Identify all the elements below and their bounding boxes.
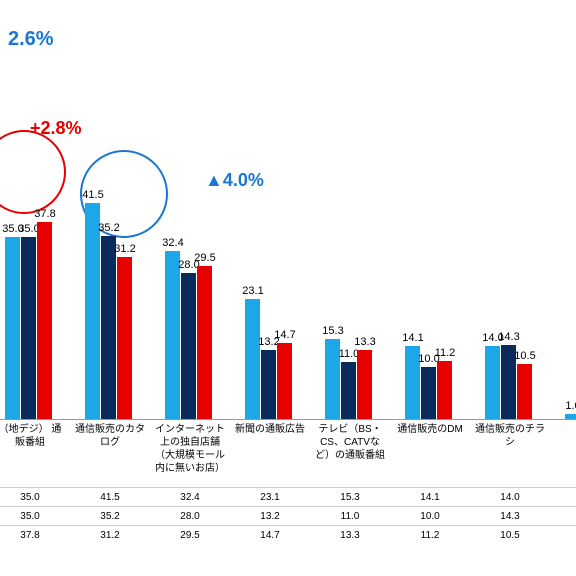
bar-value: 31.2 bbox=[114, 243, 136, 255]
table-cell: 14.1 bbox=[395, 488, 465, 506]
bar-value: 23.1 bbox=[242, 285, 264, 297]
table-cell: 11.0 bbox=[315, 507, 385, 525]
bar: 13.3 bbox=[357, 350, 372, 419]
table-row: 35.0 35.2 28.0 13.2 11.0 10.0 14.3 bbox=[0, 506, 576, 525]
bar: 41.5 bbox=[85, 203, 100, 419]
bar-value: 41.5 bbox=[82, 189, 104, 201]
table-cell: 14.7 bbox=[235, 526, 305, 544]
bar: 1.0 bbox=[565, 414, 576, 419]
bar-value: 35.2 bbox=[98, 222, 120, 234]
category-label: 通信販売のカタログ bbox=[75, 423, 145, 449]
category-label: （地デジ） 通販番組 bbox=[0, 423, 65, 449]
table-row: 35.0 41.5 32.4 23.1 15.3 14.1 14.0 bbox=[0, 487, 576, 506]
category-label: 雑 bbox=[555, 423, 576, 436]
table-cell: 37.8 bbox=[0, 526, 65, 544]
category-label: インターネット上の独自店舗（大規模モール内に無いお店） bbox=[155, 423, 225, 475]
bar-value: 10.5 bbox=[514, 350, 536, 362]
table-cell: 41.5 bbox=[75, 488, 145, 506]
data-table: 35.0 41.5 32.4 23.1 15.3 14.1 14.0 35.0 35.2 28.0… bbox=[0, 487, 576, 544]
bar-value: 14.1 bbox=[402, 332, 424, 344]
top-percent: 2.6% bbox=[8, 28, 54, 51]
category-label: 新聞の通販広告 bbox=[235, 423, 305, 436]
table-cell: 14.3 bbox=[475, 507, 545, 525]
table-cell: 31.2 bbox=[75, 526, 145, 544]
table-row: 37.8 31.2 29.5 14.7 13.3 11.2 10.5 bbox=[0, 525, 576, 544]
bar: 14.7 bbox=[277, 343, 292, 419]
table-cell: 14.0 bbox=[475, 488, 545, 506]
bar-value: 15.3 bbox=[322, 325, 344, 337]
bar: 29.5 bbox=[197, 266, 212, 419]
bar: 10.0 bbox=[421, 367, 436, 419]
table-cell: 10.5 bbox=[475, 526, 545, 544]
table-cell: 10.0 bbox=[395, 507, 465, 525]
bar: 23.1 bbox=[245, 299, 260, 419]
bar: 35.0 bbox=[21, 237, 36, 419]
bar: 11.0 bbox=[341, 362, 356, 419]
table-cell: 28.0 bbox=[155, 507, 225, 525]
table-cell: 13.3 bbox=[315, 526, 385, 544]
bar-value: 11.2 bbox=[434, 347, 456, 359]
table-cell: 29.5 bbox=[155, 526, 225, 544]
bar: 35.2 bbox=[101, 236, 116, 419]
category-label: テレビ（BS・CS、CATVなど）の通販番組 bbox=[315, 423, 385, 462]
table-cell: 35.2 bbox=[75, 507, 145, 525]
bar: 13.2 bbox=[261, 350, 276, 419]
table-cell: 35.0 bbox=[0, 488, 65, 506]
bar-value: 1.0 bbox=[562, 400, 576, 412]
bar: 37.8 bbox=[37, 222, 52, 419]
category-label: 通信販売のチラシ bbox=[475, 423, 545, 449]
table-cell: 13.2 bbox=[235, 507, 305, 525]
table-cell: 32.4 bbox=[155, 488, 225, 506]
bar: 11.2 bbox=[437, 361, 452, 419]
bar: 14.0 bbox=[485, 346, 500, 419]
table-cell: 15.3 bbox=[315, 488, 385, 506]
bar: 10.5 bbox=[517, 364, 532, 419]
bar-value: 32.4 bbox=[162, 237, 184, 249]
bar: 31.2 bbox=[117, 257, 132, 419]
bar-value: 37.8 bbox=[34, 208, 56, 220]
bar-value: 13.3 bbox=[354, 336, 376, 348]
bar: 28.0 bbox=[181, 273, 196, 419]
table-cell: 11.2 bbox=[395, 526, 465, 544]
bar-value: 14.7 bbox=[274, 329, 296, 341]
bar: 35.0 bbox=[5, 237, 20, 419]
bar: 32.4 bbox=[165, 251, 180, 419]
bar-value: 29.5 bbox=[194, 252, 216, 264]
table-cell: 35.0 bbox=[0, 507, 65, 525]
category-label: 通信販売のDM bbox=[395, 423, 465, 436]
bar-chart: 35.035.037.841.535.231.232.428.029.523.1… bbox=[0, 150, 576, 420]
table-cell: 23.1 bbox=[235, 488, 305, 506]
bar-value: 14.3 bbox=[498, 331, 520, 343]
